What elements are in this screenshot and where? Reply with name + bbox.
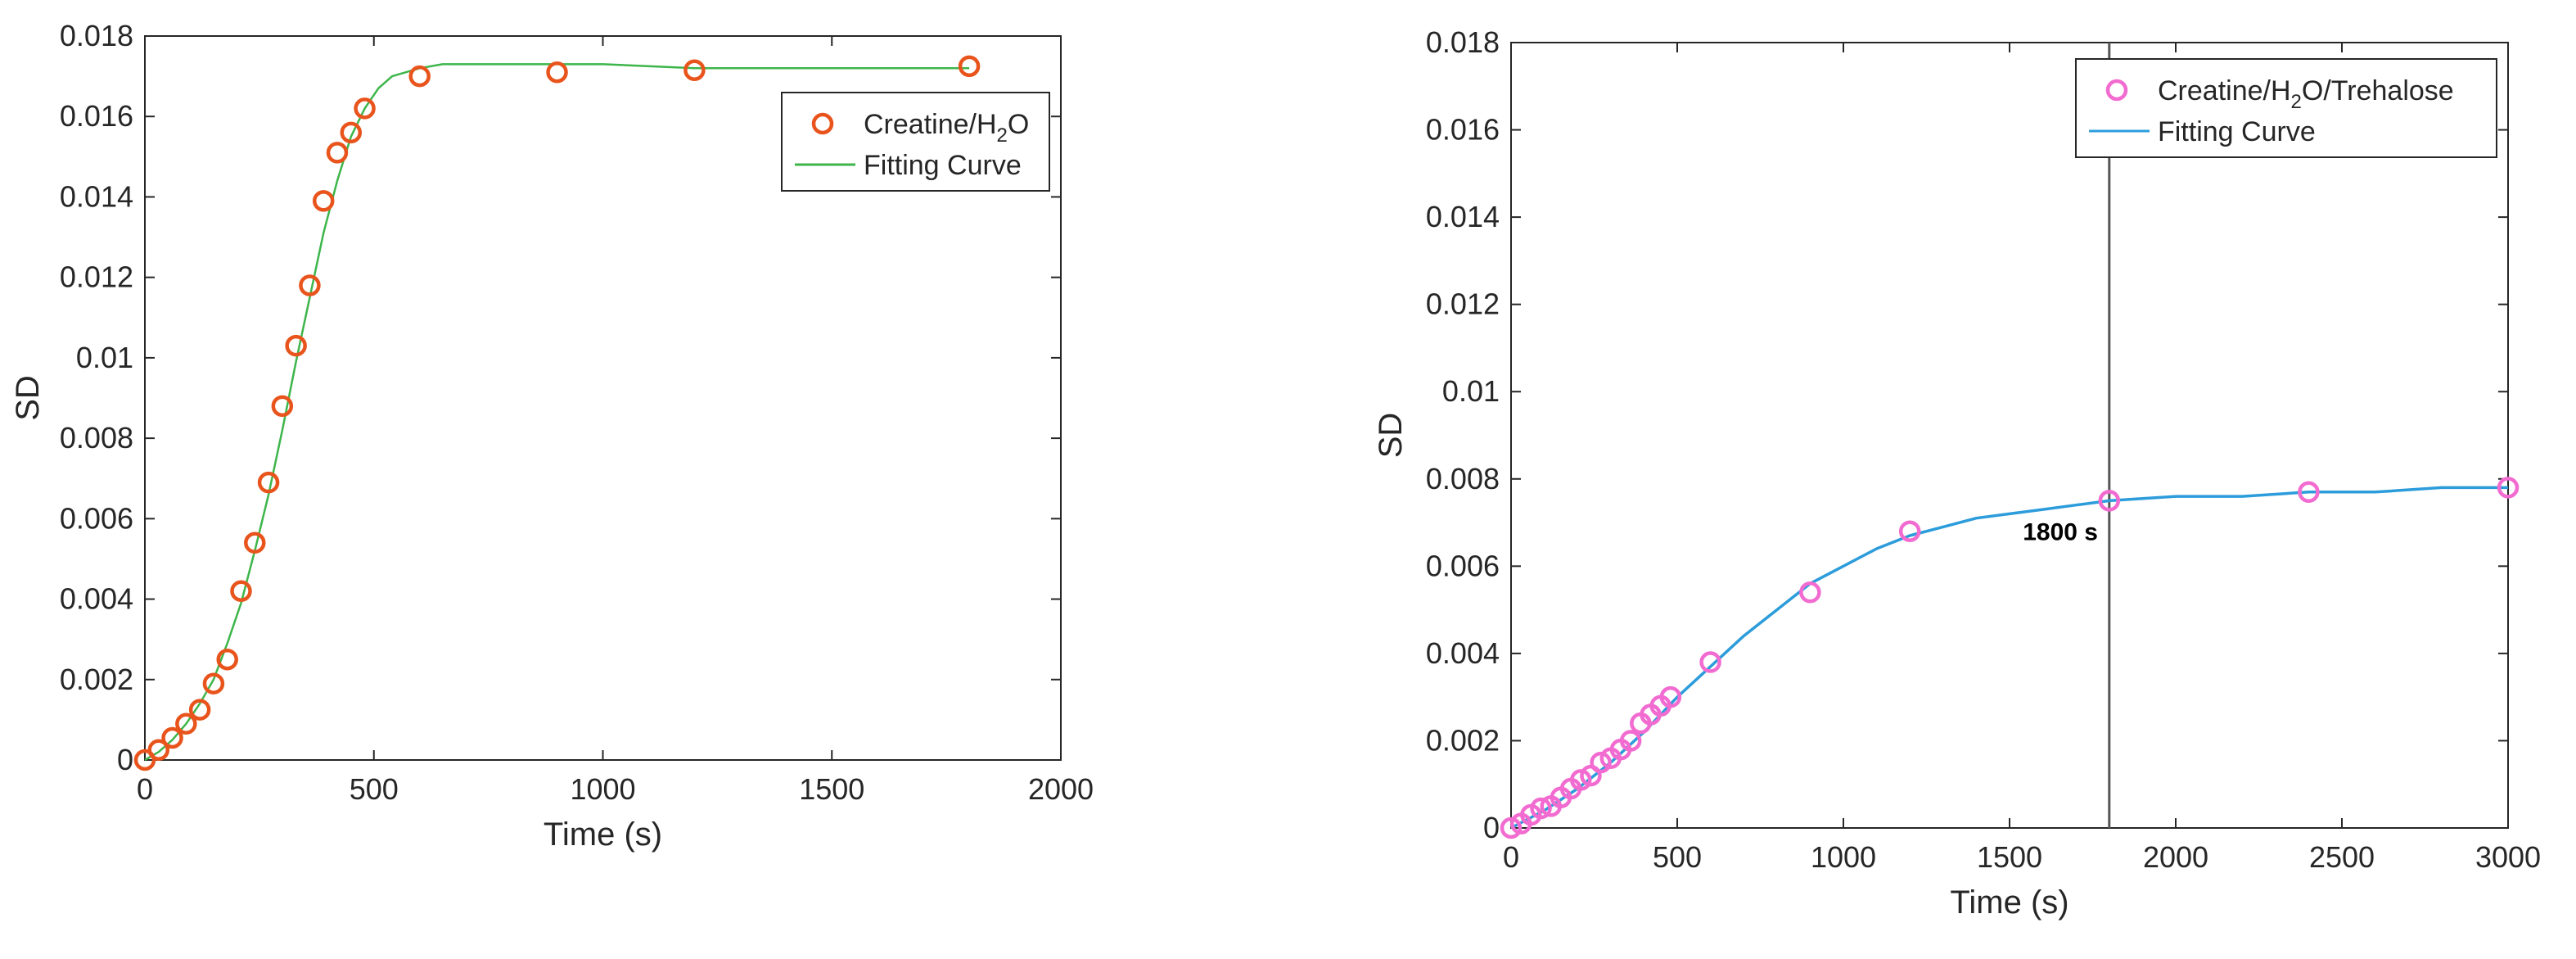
chart-2-y-tick-label: 0.006 [1426, 549, 1500, 582]
chart-2-plot-frame [1510, 42, 2509, 829]
chart-1-legend-box [781, 92, 1050, 192]
chart-2-y-tick-label: 0.004 [1426, 636, 1500, 670]
chart-1-data-point [133, 749, 156, 771]
chart-1-y-tick-label: 0.006 [60, 501, 133, 535]
chart-1-legend-entry: Fitting Curve [864, 150, 1022, 181]
chart-1-x-tick-label: 0 [137, 772, 153, 806]
chart-2-legend-marker [2105, 79, 2128, 102]
chart-1-data-point [326, 142, 349, 164]
chart-2-y-tick-label: 0.012 [1426, 287, 1500, 321]
chart-1-data-point [216, 648, 238, 671]
chart-1-x-tick-label: 500 [350, 772, 399, 806]
chart-1-data-point [257, 471, 280, 494]
chart-1-x-axis-label: Time (s) [544, 817, 662, 853]
chart-1-data-point [408, 65, 431, 88]
chart-1-data-point [354, 97, 376, 120]
chart-1-data-point [312, 190, 335, 212]
chart-1-y-tick-label: 0.004 [60, 582, 133, 616]
chart-2-x-tick-label: 3000 [2475, 840, 2541, 874]
chart-1-legend-marker [811, 112, 834, 135]
chart-1-y-tick-label: 0 [117, 743, 133, 776]
chart-2-y-tick-label: 0 [1483, 811, 1500, 844]
chart-2-y-tick-label: 0.01 [1442, 374, 1500, 408]
chart-2-y-tick-label: 0.014 [1426, 200, 1500, 233]
chart-1-data-point [958, 55, 981, 78]
chart-1-data-point [188, 699, 211, 721]
chart-2-legend-box [2075, 58, 2497, 158]
chart-1-data-point [202, 672, 225, 694]
chart-2-x-tick-label: 2500 [2309, 840, 2375, 874]
chart-2-y-tick-label: 0.018 [1426, 25, 1500, 59]
chart-1-data-point [683, 59, 706, 81]
chart-1-y-tick-label: 0.016 [60, 99, 133, 133]
chart-1-data-point [340, 121, 363, 144]
chart-2-data-point [1500, 817, 1523, 839]
chart-creatine-water: 0 500 1000 1500 2000 0 0.002 0.004 0.006 0.008 0.0… [10, 19, 1094, 853]
chart-2-x-tick-label: 1000 [1811, 840, 1876, 874]
chart-2-data-point [1530, 797, 1552, 820]
chart-2-x-tick-label: 1500 [1977, 840, 2042, 874]
chart-2-y-tick-label: 0.016 [1426, 113, 1500, 147]
chart-1-data-point [299, 274, 321, 296]
chart-1-x-tick-label: 2000 [1028, 772, 1094, 806]
chart-1-data-point [285, 334, 307, 357]
chart-2-legend-entry: Fitting Curve [2158, 116, 2316, 147]
chart-2-y-tick-label: 0.002 [1426, 723, 1500, 757]
chart-2-data-point [1799, 581, 1821, 604]
chart-2-data-point [1659, 685, 1682, 708]
chart-1-y-tick-label: 0.008 [60, 421, 133, 455]
chart-1-data-point [271, 395, 294, 418]
chart-creatine-water-trehalose: 0 500 1000 1500 2000 2500 3000 0 0.002 0.004 0.006… [1373, 25, 2541, 921]
chart-2-x-tick-label: 0 [1503, 840, 1519, 874]
chart-2-y-tick-label: 0.008 [1426, 462, 1500, 495]
chart-2-data-point [1699, 651, 1721, 673]
chart-1-y-tick-label: 0.014 [60, 179, 133, 213]
chart-1-legend-entry: Creatine/H2O [864, 109, 1029, 147]
chart-1-data-point [161, 726, 183, 749]
chart-2-x-axis-label: Time (s) [1950, 884, 2068, 921]
chart-2-data-point [1570, 769, 1592, 791]
chart-2-y-axis-label: SD [1373, 413, 1409, 459]
chart-2-x-tick-label: 500 [1653, 840, 1702, 874]
chart-2-data-point [1898, 520, 1921, 542]
chart-1-y-tick-label: 0.01 [76, 341, 133, 374]
chart-2-data-point [2298, 481, 2320, 504]
chart-2-data-point [2098, 490, 2121, 512]
chart-2-x-tick-label: 2000 [2143, 840, 2208, 874]
chart-1-x-tick-label: 1500 [799, 772, 864, 806]
chart-2-data-point [1590, 751, 1612, 774]
chart-2-data-point [2497, 477, 2520, 499]
chart-1-data-point [147, 739, 170, 761]
chart-2-annotation-label: 1800 s [2023, 518, 2098, 545]
chart-2-legend-entry: Creatine/H2O/Trehalose [2158, 75, 2454, 113]
chart-2-data-point [1619, 730, 1642, 752]
chart-1-y-tick-label: 0.018 [60, 19, 133, 52]
chart-1-data-point [175, 712, 197, 735]
chart-1-x-tick-label: 1000 [570, 772, 635, 806]
chart-1-data-point [230, 580, 252, 602]
chart-1-y-tick-label: 0.012 [60, 260, 133, 294]
chart-1-data-point [546, 61, 568, 84]
chart-1-y-axis-label: SD [10, 375, 46, 421]
chart-1-data-point [244, 532, 266, 554]
chart-1-y-tick-label: 0.002 [60, 663, 133, 696]
